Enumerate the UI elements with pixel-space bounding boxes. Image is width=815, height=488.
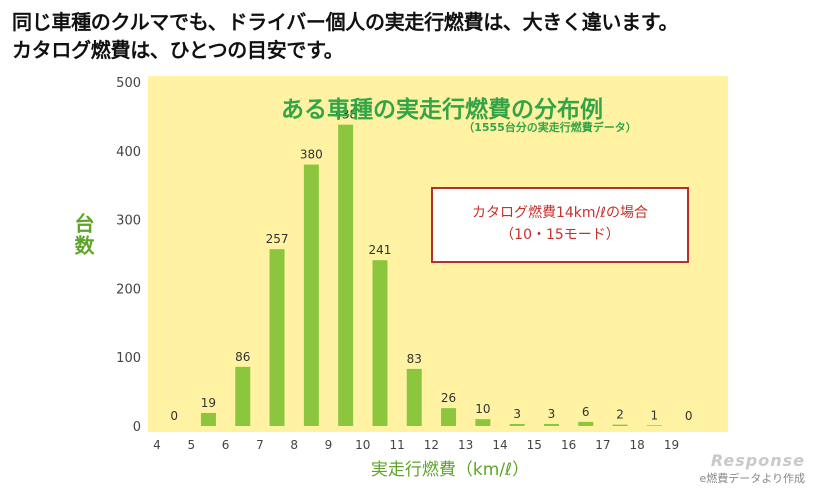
- x-tick-label: 17: [595, 438, 610, 452]
- x-tick-label: 15: [527, 438, 542, 452]
- credit: Response e燃費データより作成: [699, 451, 805, 486]
- data-label: 3: [548, 407, 556, 421]
- data-label: 257: [266, 232, 289, 246]
- bar: [578, 421, 594, 426]
- x-tick-label: 8: [290, 438, 298, 452]
- chart-title: ある車種の実走行燃費の分布例: [281, 97, 603, 123]
- bar: [372, 260, 388, 426]
- headline-line-2: カタログ燃費は、ひとつの目安です。: [12, 38, 344, 62]
- x-tick-label: 18: [630, 438, 645, 452]
- data-label: 2: [616, 408, 624, 422]
- data-label: 10: [475, 402, 490, 416]
- data-label: 26: [441, 391, 456, 405]
- x-tick-label: 6: [222, 438, 230, 452]
- x-tick-label: 11: [389, 438, 404, 452]
- catalog-annotation: カタログ燃費14km/ℓの場合 （10・15モード）: [431, 187, 689, 263]
- data-label: 83: [407, 352, 422, 366]
- data-label: 438: [334, 108, 357, 122]
- credit-text: e燃費データより作成: [699, 472, 805, 485]
- data-label: 0: [170, 409, 178, 423]
- x-tick-label: 16: [561, 438, 576, 452]
- bar: [543, 423, 559, 426]
- y-tick-label: 200: [116, 282, 141, 297]
- bar: [441, 408, 457, 426]
- catalog-annotation-line-1: カタログ燃費14km/ℓの場合: [471, 205, 649, 221]
- data-label: 3: [513, 407, 521, 421]
- bar: [406, 368, 422, 426]
- data-label: 0: [685, 409, 693, 423]
- y-tick-label: 0: [133, 420, 141, 435]
- x-tick-label: 10: [355, 438, 370, 452]
- bar: [303, 164, 319, 426]
- data-label: 19: [201, 396, 216, 410]
- chart-subtitle: （1555台分の実走行燃費データ）: [463, 121, 637, 134]
- bar: [646, 425, 662, 426]
- y-tick-label: 500: [116, 76, 141, 91]
- y-tick-label: 300: [116, 214, 141, 229]
- y-tick-label: 100: [116, 351, 141, 366]
- data-label: 86: [235, 350, 250, 364]
- x-tick-label: 4: [153, 438, 161, 452]
- bar: [509, 423, 525, 426]
- data-label: 380: [300, 148, 323, 162]
- bar: [612, 424, 628, 426]
- catalog-annotation-line-2: （10・15モード）: [500, 227, 620, 243]
- x-tick-label: 5: [187, 438, 195, 452]
- bar: [475, 419, 491, 426]
- bar: [235, 366, 251, 426]
- x-tick-label: 19: [664, 438, 679, 452]
- headline-line-1: 同じ車種のクルマでも、ドライバー個人の実走行燃費は、大きく違います。: [12, 10, 679, 34]
- response-logo: Response: [710, 451, 805, 470]
- data-label: 241: [368, 243, 391, 257]
- x-axis-label: 実走行燃費（km/ℓ）: [370, 460, 530, 480]
- bar: [200, 412, 216, 426]
- y-tick-label: 400: [116, 145, 141, 160]
- data-label: 6: [582, 405, 590, 419]
- bar: [338, 124, 354, 426]
- x-tick-label: 9: [325, 438, 333, 452]
- bar: [269, 249, 285, 426]
- x-tick-label: 12: [424, 438, 439, 452]
- x-tick-label: 13: [458, 438, 473, 452]
- x-tick-label: 14: [492, 438, 507, 452]
- y-axis-label: 台数: [71, 213, 95, 257]
- data-label: 1: [651, 408, 659, 422]
- x-tick-label: 7: [256, 438, 264, 452]
